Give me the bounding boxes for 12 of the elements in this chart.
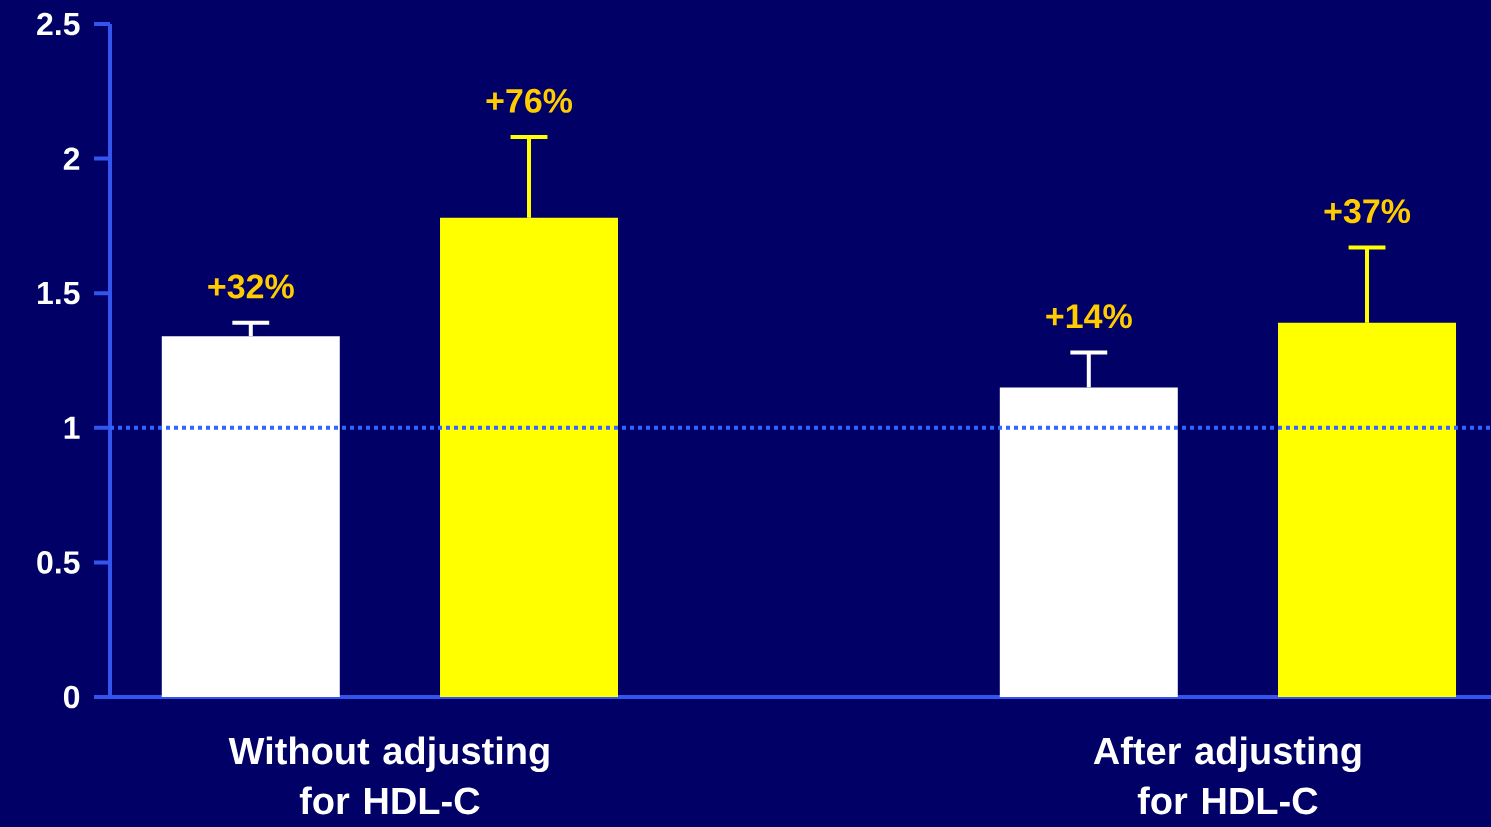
y-tick-label: 1 xyxy=(64,416,80,439)
annotation: +76% xyxy=(486,88,573,113)
x-tick-label: After adjusting for HDL-C xyxy=(1093,736,1361,815)
y-tick-label: 1.5 xyxy=(38,282,80,305)
y-tick-label: 2 xyxy=(63,147,80,170)
annotation: +32% xyxy=(208,274,294,299)
y-tick-label: 0.5 xyxy=(37,551,80,574)
annotation: +14% xyxy=(1046,304,1132,329)
y-tick-label: 0 xyxy=(63,685,80,709)
y-tick-label: 2.5 xyxy=(37,12,80,36)
x-tick-label: Without adjusting for HDL-C xyxy=(228,736,549,815)
annotation: +37% xyxy=(1324,199,1411,224)
